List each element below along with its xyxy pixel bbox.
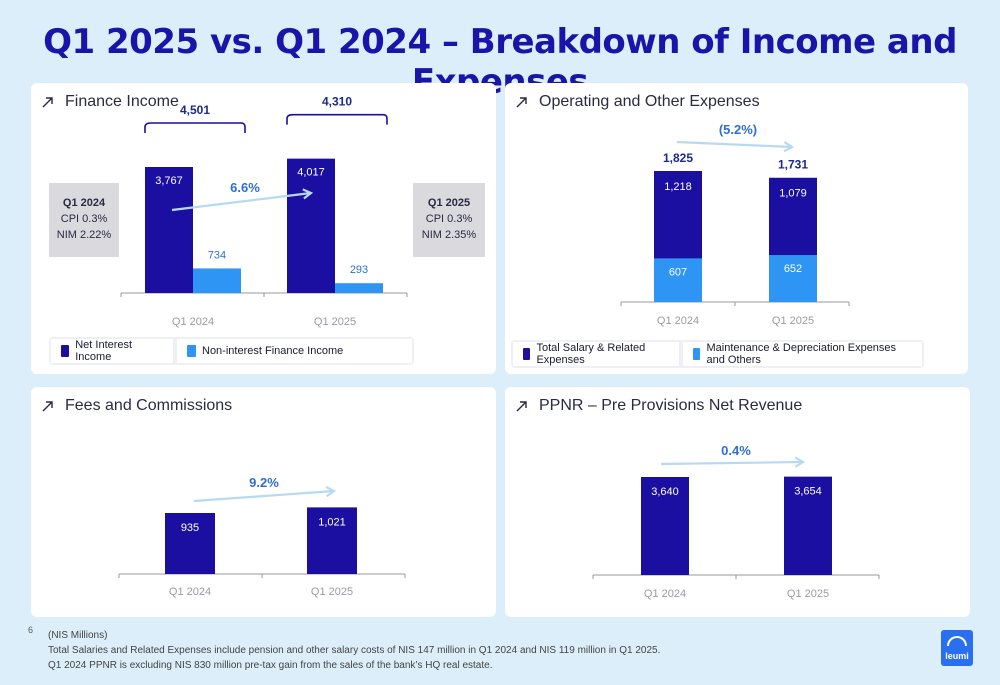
- bar-maintenance: [654, 258, 702, 302]
- bar-net-interest: [145, 167, 193, 293]
- info-box-title: Q1 2024: [62, 197, 106, 209]
- bar-value-label: 293: [350, 264, 368, 276]
- operating-expenses-chart: 607 1,218 1,825 Q1 2024 652 1,079 1,731 Q1 2025…: [620, 122, 850, 327]
- bar-value-label: 3,767: [155, 175, 183, 187]
- growth-arrow-line: [676, 140, 793, 149]
- bar-fees: [307, 507, 357, 574]
- leumi-logo: leumi: [941, 630, 973, 666]
- total-value-label: 1,825: [663, 151, 693, 165]
- bar-non-interest: [335, 283, 383, 293]
- total-value-label: 4,310: [322, 95, 352, 109]
- growth-label: 6.6%: [230, 180, 260, 195]
- growth-arrow-line: [193, 489, 335, 503]
- growth-arrow-line: [660, 460, 804, 466]
- bar-ppnr: [784, 476, 832, 575]
- total-bracket: [144, 122, 246, 133]
- legend-swatch: [61, 345, 70, 357]
- page-number: 6: [28, 625, 34, 635]
- bar-fees: [165, 513, 215, 574]
- legend-label: Maintenance & Depreciation Expenses and …: [706, 342, 897, 366]
- arrow-up-right-icon: [516, 401, 527, 412]
- bar-value-label: 1,218: [664, 181, 692, 193]
- growth-arrow-head: [302, 188, 314, 200]
- total-value-label: 1,731: [778, 158, 808, 172]
- bar-ppnr: [641, 477, 689, 575]
- arrow-up-right-icon: [42, 401, 53, 412]
- info-box-q1-2024: Q1 2024 CPI 0.3% NIM 2.22%: [49, 183, 119, 257]
- fees-commissions-chart: 935 Q1 2024 1,021 Q1 2025 9.2%: [118, 475, 406, 598]
- bar-value-label: 607: [669, 266, 687, 278]
- legend-label: Net Interest Income: [75, 339, 133, 363]
- bar-value-label: 3,654: [794, 486, 822, 498]
- info-box-cpi: CPI 0.3%: [425, 213, 473, 225]
- chart-legend: Net Interest Income Non-interest Finance…: [49, 337, 414, 365]
- growth-label: 0.4%: [721, 443, 751, 458]
- bar-value-label: 1,079: [779, 188, 807, 200]
- ppnr-chart: 3,640 Q1 2024 3,654 Q1 2025 0.4%: [592, 443, 880, 600]
- bar-value-label: 4,017: [297, 167, 325, 179]
- finance-income-chart: 3,767 734 4,501 Q1 2024 4,017 293 4,310 Q1 2025…: [120, 95, 408, 328]
- bar-value-label: 935: [181, 522, 199, 534]
- panel-title: Fees and Commissions: [65, 397, 233, 414]
- legend-swatch: [693, 348, 701, 360]
- footnotes: (NIS Millions) Total Salaries and Relate…: [48, 628, 660, 673]
- logo-arc-icon: [947, 636, 967, 646]
- info-box-nim: NIM 2.22%: [56, 229, 112, 241]
- bar-value-label: 3,640: [651, 486, 679, 498]
- x-tick-label: Q1 2025: [787, 588, 829, 600]
- bar-value-label: 1,021: [318, 516, 346, 528]
- legend-item-non-interest: Non-interest Finance Income: [177, 339, 412, 363]
- panel-title: Finance Income: [65, 93, 179, 110]
- growth-arrow-head: [794, 456, 806, 468]
- bar-salary: [769, 177, 817, 256]
- arrow-up-right-icon: [516, 97, 527, 108]
- legend-swatch: [523, 348, 531, 360]
- legend-label: Non-interest Finance Income: [202, 345, 344, 357]
- growth-label: 9.2%: [249, 475, 279, 490]
- x-tick-label: Q1 2025: [314, 316, 356, 328]
- footnote-salaries: Total Salaries and Related Expenses incl…: [48, 645, 661, 656]
- bar-non-interest: [193, 268, 241, 293]
- info-box-nim: NIM 2.35%: [421, 229, 477, 241]
- growth-arrow-head: [783, 141, 795, 153]
- info-box-title: Q1 2025: [427, 197, 471, 209]
- panel-operating-expenses: Operating and Other Expenses 607 1,218 1,8…: [505, 83, 968, 374]
- legend-item-maintenance: Maintenance & Depreciation Expenses and …: [683, 342, 922, 366]
- panel-title: Operating and Other Expenses: [539, 93, 760, 110]
- legend-item-salary: Total Salary & Related Expenses: [513, 342, 679, 366]
- x-tick-label: Q1 2025: [772, 315, 814, 327]
- footnote-units: (NIS Millions): [48, 630, 108, 641]
- bar-net-interest: [287, 158, 335, 293]
- growth-label: (5.2%): [719, 122, 757, 137]
- info-box-cpi: CPI 0.3%: [60, 213, 108, 225]
- chart-legend: Total Salary & Related Expenses Maintena…: [511, 340, 924, 368]
- logo-text: leumi: [945, 651, 969, 661]
- panel-fees-commissions: Fees and Commissions 935 Q1 2024 1,021 Q1 2…: [31, 387, 496, 617]
- footnote-ppnr: Q1 2024 PPNR is excluding NIS 830 millio…: [48, 660, 493, 671]
- bar-maintenance: [769, 255, 817, 302]
- bar-salary: [654, 171, 702, 259]
- panel-finance-income: Finance Income 3,767 734 4,501 Q1 2024 4,017…: [31, 83, 496, 374]
- bar-value-label: 734: [208, 249, 226, 261]
- total-bracket: [286, 113, 388, 125]
- x-tick-label: Q1 2024: [169, 586, 211, 598]
- growth-arrow-head: [325, 485, 337, 498]
- x-tick-label: Q1 2024: [657, 315, 699, 327]
- legend-item-net-interest: Net Interest Income: [51, 339, 173, 363]
- legend-swatch: [187, 345, 196, 357]
- x-tick-label: Q1 2024: [172, 316, 214, 328]
- total-value-label: 4,501: [180, 103, 210, 117]
- x-tick-label: Q1 2025: [311, 586, 353, 598]
- panel-title: PPNR – Pre Provisions Net Revenue: [539, 397, 803, 414]
- page-title: Q1 2025 vs. Q1 2024 – Breakdown of Incom…: [43, 22, 957, 102]
- legend-label: Total Salary & Related Expenses: [536, 342, 646, 366]
- info-box-q1-2025: Q1 2025 CPI 0.3% NIM 2.35%: [413, 183, 485, 257]
- panel-ppnr: PPNR – Pre Provisions Net Revenue 3,640 Q…: [505, 387, 970, 617]
- bar-value-label: 652: [784, 263, 802, 275]
- growth-arrow-line: [171, 191, 312, 212]
- x-tick-label: Q1 2024: [644, 588, 686, 600]
- arrow-up-right-icon: [42, 97, 53, 108]
